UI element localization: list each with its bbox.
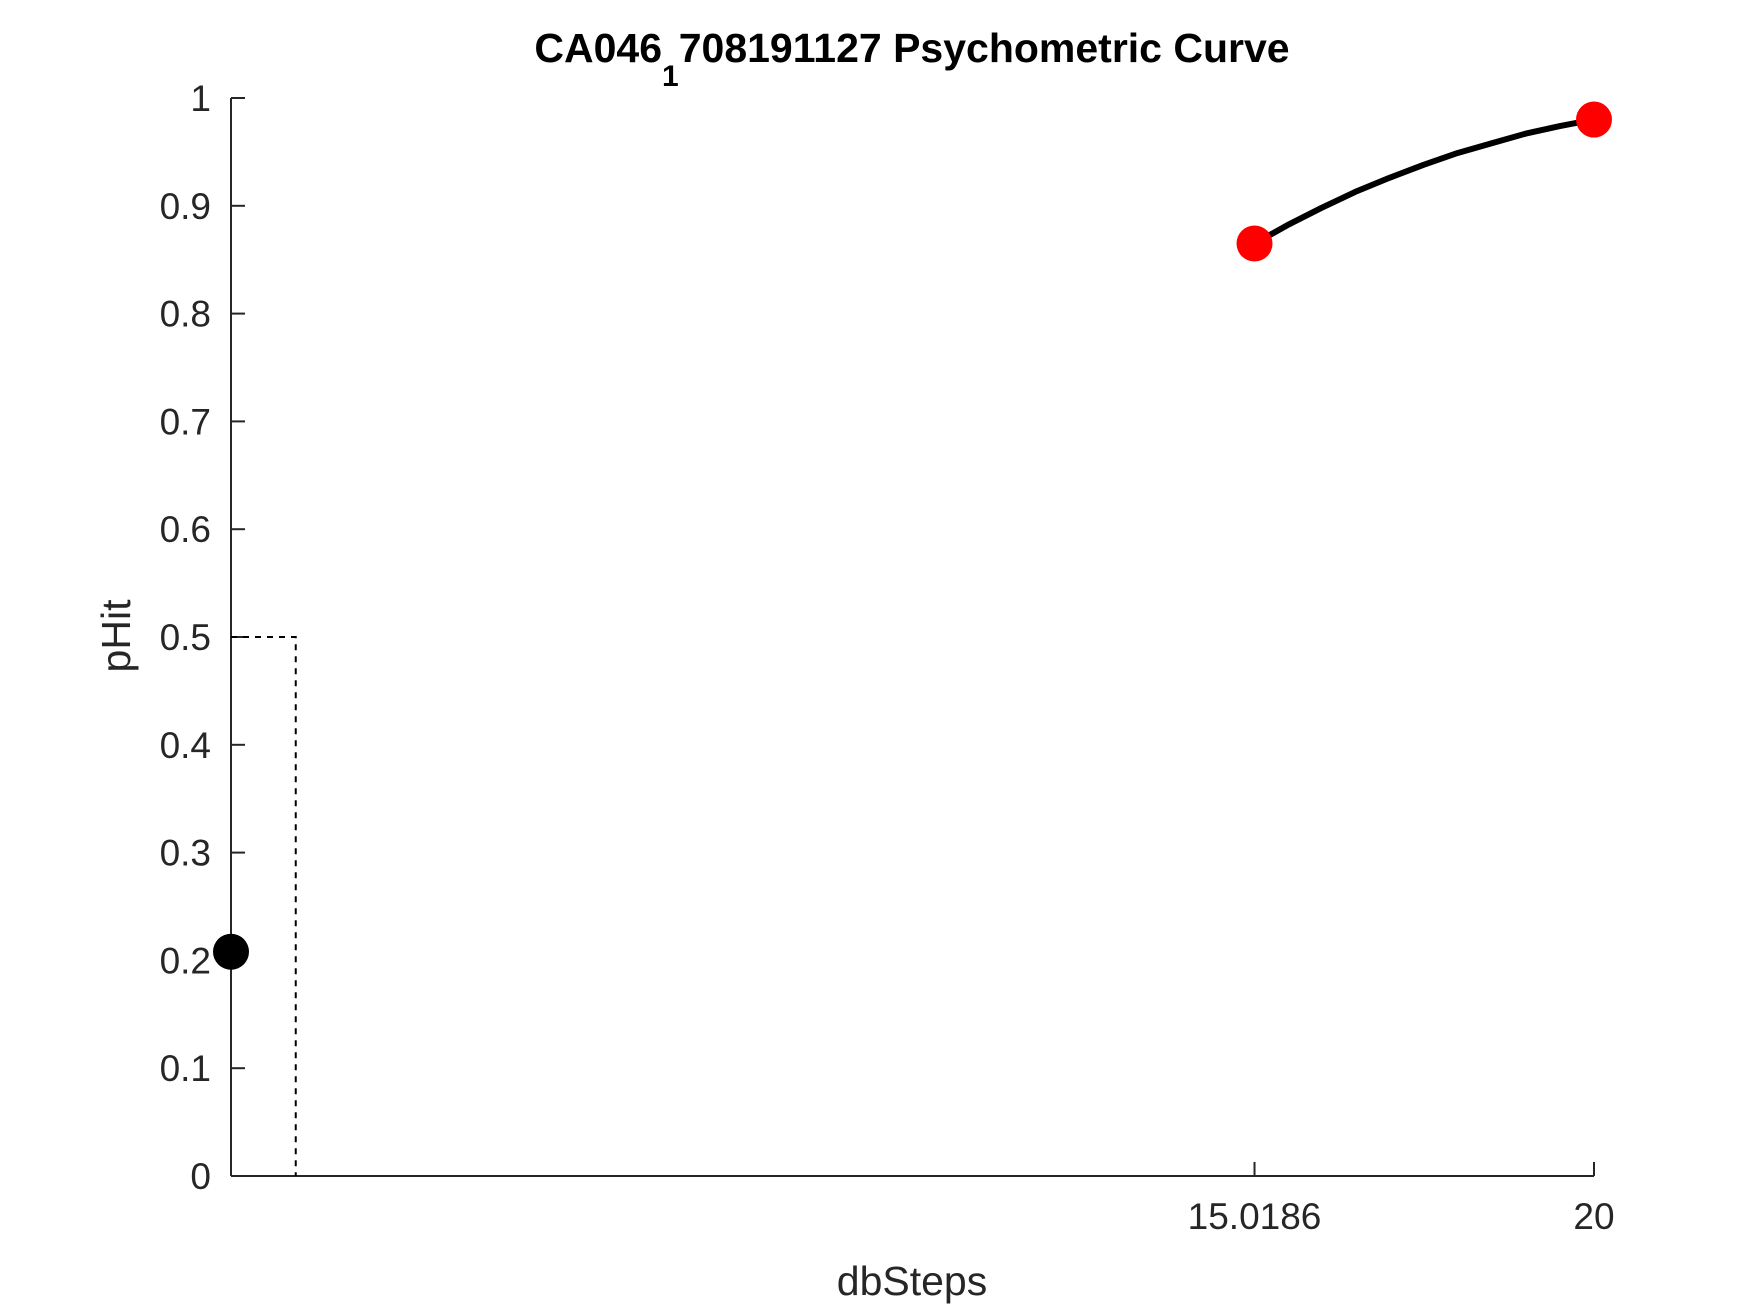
x-tick-label-1: 20 xyxy=(1573,1196,1614,1237)
x-axis-label: dbSteps xyxy=(837,1258,987,1304)
fit-curve-line xyxy=(1251,116,1597,247)
plot-area: 0 0.1 0.2 0.3 0.4 0.5 0.6 0.7 0.8 0.9 1 15.0186 20 xyxy=(160,78,1615,1237)
y-tick-label-8: 0.8 xyxy=(160,294,211,335)
y-tick-label-6: 0.6 xyxy=(160,509,211,550)
y-tick-label-0: 0 xyxy=(190,1156,211,1197)
y-tick-label-3: 0.3 xyxy=(160,833,211,874)
y-tick-label-4: 0.4 xyxy=(160,725,211,766)
y-tick-label-1: 0.1 xyxy=(160,1048,211,1089)
chart-title-subscript: 1 xyxy=(662,60,679,93)
x-tick-label-0: 15.0186 xyxy=(1188,1196,1322,1237)
chart-title: CA0461708191127 Psychometric Curve xyxy=(534,25,1289,93)
y-axis-label: pHit xyxy=(93,599,139,673)
y-tick-label-9: 0.9 xyxy=(160,186,211,227)
y-tick-label-7: 0.7 xyxy=(160,401,211,442)
data-point-0 xyxy=(213,933,249,970)
chart-title-suffix: 708191127 Psychometric Curve xyxy=(679,25,1290,71)
threshold-guide-line xyxy=(231,636,297,1176)
y-tick-label-2: 0.2 xyxy=(160,940,211,981)
y-tick-label-10: 1 xyxy=(190,78,211,119)
data-point-2 xyxy=(1576,101,1612,138)
data-point-1 xyxy=(1236,225,1273,262)
y-tick-label-5: 0.5 xyxy=(160,617,211,658)
chart-title-prefix: CA046 xyxy=(534,25,662,71)
